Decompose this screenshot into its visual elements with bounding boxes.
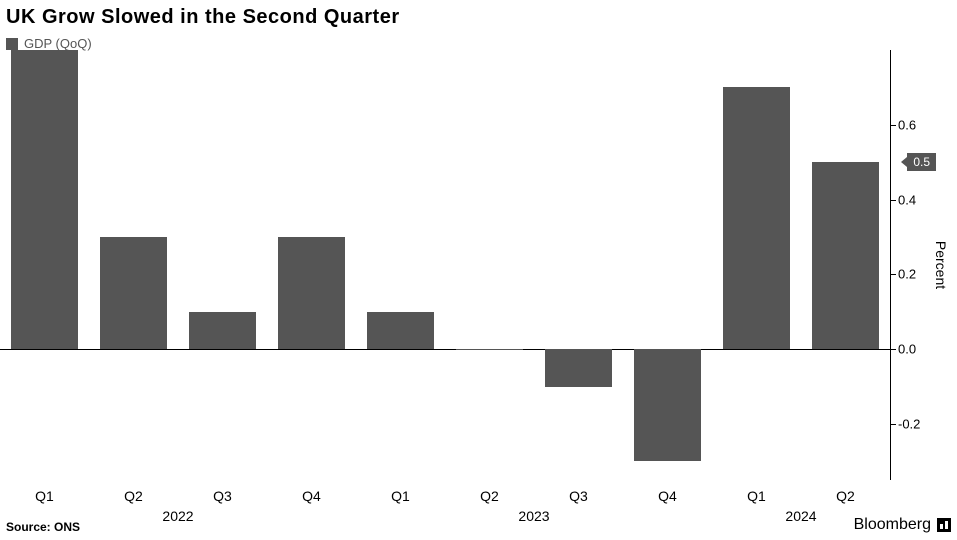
bar	[456, 349, 523, 350]
x-year-label: 2024	[785, 508, 816, 524]
y-axis-line	[890, 50, 891, 480]
x-tick-label: Q4	[302, 488, 321, 504]
y-tick	[890, 274, 896, 275]
bar	[100, 237, 167, 349]
y-tick	[890, 424, 896, 425]
y-tick-label: 0.6	[898, 117, 932, 132]
x-tick-label: Q2	[836, 488, 855, 504]
plot-area: Percent -0.20.00.20.40.6Q1Q2Q3Q4Q1Q2Q3Q4…	[0, 50, 890, 480]
bar	[11, 50, 78, 349]
source-label: Source: ONS	[6, 520, 80, 534]
bar	[189, 312, 256, 349]
x-tick-label: Q4	[658, 488, 677, 504]
value-callout: 0.5	[907, 153, 936, 171]
x-tick-label: Q2	[124, 488, 143, 504]
bar	[545, 349, 612, 386]
bar	[278, 237, 345, 349]
brand: Bloomberg	[854, 516, 951, 534]
legend: GDP (QoQ)	[6, 36, 92, 51]
x-tick-label: Q1	[391, 488, 410, 504]
bar	[367, 312, 434, 349]
y-tick-label: -0.2	[898, 416, 932, 431]
y-tick-label: 0.2	[898, 267, 932, 282]
bar	[634, 349, 701, 461]
x-tick-label: Q1	[35, 488, 54, 504]
chart-title: UK Grow Slowed in the Second Quarter	[6, 6, 400, 29]
bar	[812, 162, 879, 349]
x-tick-label: Q3	[213, 488, 232, 504]
legend-swatch-icon	[6, 38, 18, 50]
y-tick-label: 0.0	[898, 342, 932, 357]
x-year-label: 2023	[518, 508, 549, 524]
y-tick	[890, 125, 896, 126]
legend-label: GDP (QoQ)	[24, 36, 92, 51]
x-tick-label: Q3	[569, 488, 588, 504]
x-tick-label: Q2	[480, 488, 499, 504]
y-tick	[890, 349, 896, 350]
x-year-label: 2022	[162, 508, 193, 524]
brand-icon	[937, 518, 951, 532]
bar	[723, 87, 790, 349]
y-tick-label: 0.4	[898, 192, 932, 207]
zero-line	[0, 349, 890, 350]
x-tick-label: Q1	[747, 488, 766, 504]
y-axis-title: Percent	[933, 241, 949, 289]
brand-label: Bloomberg	[854, 516, 931, 534]
y-tick	[890, 200, 896, 201]
